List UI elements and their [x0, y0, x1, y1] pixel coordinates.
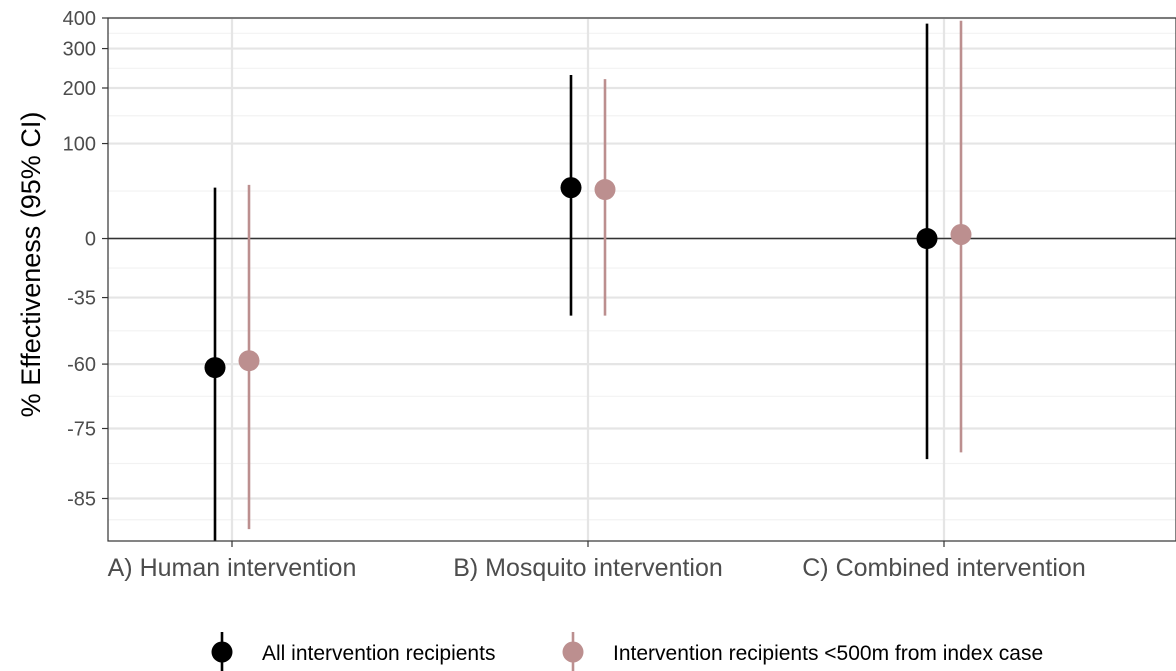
- y-tick-label: 400: [63, 8, 96, 30]
- estimate-point: [204, 357, 226, 379]
- y-axis-ticks: 400 300 200 100 0 -35 -60 -75 -85: [63, 8, 108, 510]
- y-axis-title: % Effectiveness (95% CI): [16, 112, 46, 418]
- panel-border: [107, 17, 1176, 542]
- legend-label: Intervention recipients <500m from index…: [613, 642, 1043, 665]
- category-gridlines: [230, 18, 946, 541]
- legend-key-point: [562, 641, 584, 663]
- legend-key-point: [211, 641, 233, 663]
- point-ranges: [204, 20, 972, 541]
- y-tick-label: -60: [67, 354, 96, 376]
- x-axis-ticks: A) Human intervention B) Mosquito interve…: [108, 541, 1086, 582]
- y-tick-label: -85: [67, 488, 96, 510]
- legend: All intervention recipients Intervention …: [211, 632, 1043, 671]
- x-category-label: A) Human intervention: [108, 554, 357, 582]
- y-tick-label: -35: [67, 288, 96, 310]
- major-gridlines: [108, 16, 1176, 500]
- y-tick-label: 300: [63, 39, 96, 61]
- estimate-point: [950, 223, 972, 245]
- y-tick-label: 200: [63, 78, 96, 100]
- legend-label: All intervention recipients: [262, 642, 495, 665]
- x-category-label: C) Combined intervention: [802, 554, 1085, 582]
- estimate-point: [916, 228, 938, 250]
- estimate-point: [594, 179, 616, 201]
- y-tick-label: 0: [85, 229, 96, 251]
- minor-gridlines: [108, 32, 1176, 521]
- y-tick-label: 100: [63, 134, 96, 156]
- x-category-label: B) Mosquito intervention: [453, 554, 723, 582]
- estimate-point: [560, 177, 582, 199]
- y-tick-label: -75: [67, 419, 96, 441]
- estimate-point: [238, 350, 260, 372]
